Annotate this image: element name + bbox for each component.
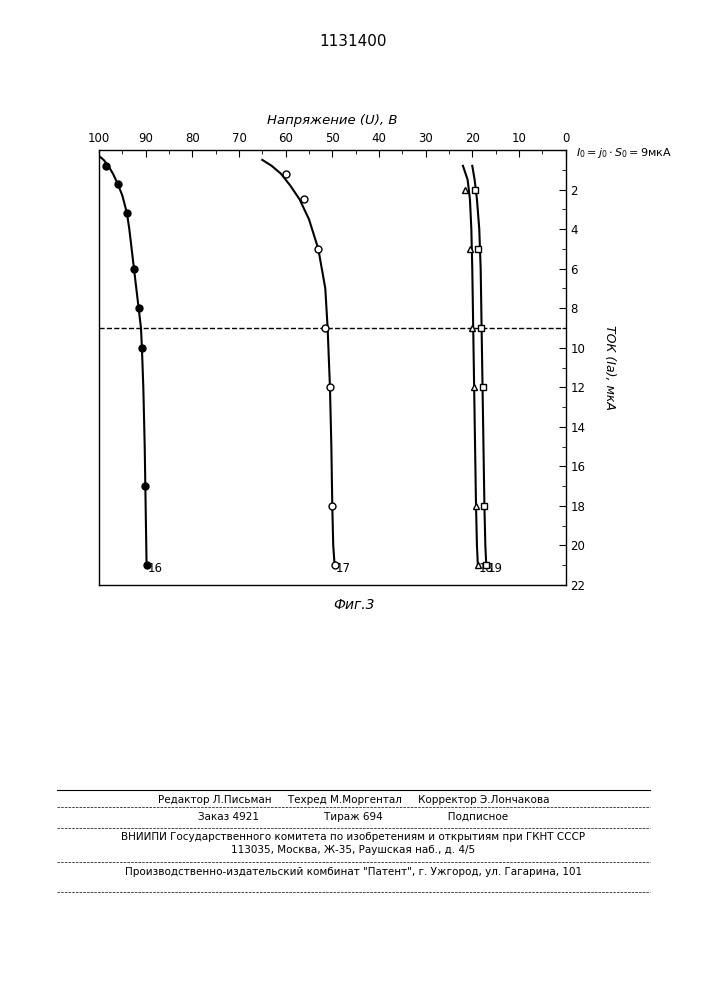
Text: Фиг.3: Фиг.3 [333,598,374,612]
Text: ВНИИПИ Государственного комитета по изобретениям и открытиям при ГКНТ СССР: ВНИИПИ Государственного комитета по изоб… [122,832,585,842]
Text: 19: 19 [487,562,502,575]
Text: 113035, Москва, Ж-35, Раушская наб., д. 4/5: 113035, Москва, Ж-35, Раушская наб., д. … [231,845,476,855]
Text: 18: 18 [479,562,493,575]
Text: 16: 16 [148,562,163,575]
Text: $I_0 = j_0 \cdot S_0 = 9$мкА: $I_0 = j_0 \cdot S_0 = 9$мкА [576,146,672,160]
Y-axis label: ТОК (Ia), мкА: ТОК (Ia), мкА [603,325,616,410]
X-axis label: Напряжение (U), В: Напряжение (U), В [267,114,397,127]
Text: 1131400: 1131400 [320,34,387,49]
Text: Производственно-издательский комбинат "Патент", г. Ужгород, ул. Гагарина, 101: Производственно-издательский комбинат "П… [125,867,582,877]
Text: 17: 17 [336,562,351,575]
Text: Заказ 4921                    Тираж 694                    Подписное: Заказ 4921 Тираж 694 Подписное [199,812,508,822]
Text: Редактор Л.Письман     Техред М.Моргентал     Корректор Э.Лончакова: Редактор Л.Письман Техред М.Моргентал Ко… [158,795,549,805]
